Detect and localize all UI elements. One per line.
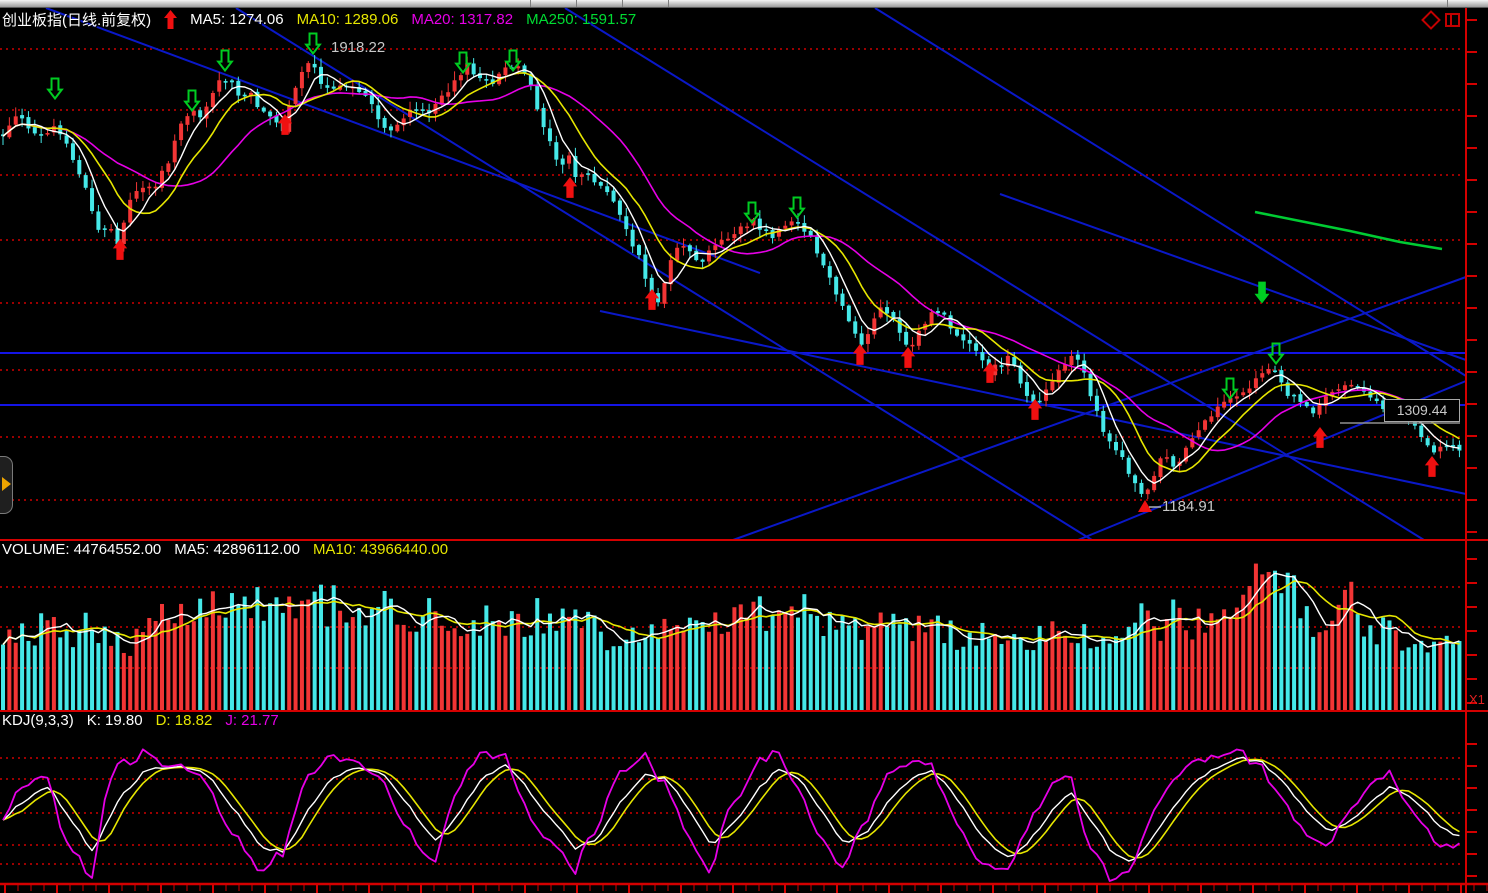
split-window-icon[interactable] [1445, 13, 1460, 27]
legend-item: D: 18.82 [155, 712, 213, 729]
legend-item: KDJ(9,3,3) [2, 712, 74, 729]
legend-item: MA20: 1317.82 [411, 11, 514, 28]
legend-item: J: 21.77 [225, 712, 279, 729]
titlebar-divider [576, 0, 577, 7]
main-chart-header: 创业板指(日线.前复权) MA5: 1274.06 MA10: 1289.06 MA… [2, 9, 636, 30]
legend-item: MA5: 1274.06 [190, 11, 284, 28]
legend-item: VOLUME: 44764552.00 [2, 541, 162, 558]
ma-legend: MA5: 1274.06 MA10: 1289.06 MA20: 1317.82 MA… [190, 11, 636, 28]
titlebar-divider [1447, 0, 1448, 7]
expand-arrow-icon [2, 477, 11, 491]
diamond-icon[interactable] [1421, 10, 1441, 30]
corner-toolbar [1421, 10, 1460, 30]
peak-price-label: 1918.22 [331, 39, 386, 56]
up-arrow-icon [164, 10, 178, 29]
low-price-label: 1184.91 [1162, 498, 1216, 515]
titlebar-divider [622, 0, 623, 7]
legend-item: MA5: 42896112.00 [174, 541, 300, 558]
legend-item: MA250: 1591.57 [526, 11, 637, 28]
titlebar-divider [668, 0, 669, 7]
kdj-legend: KDJ(9,3,3) K: 19.80 D: 18.82 J: 21.77 [2, 712, 279, 729]
titlebar-divider [530, 0, 531, 7]
volume-unit-label: X1 [1469, 692, 1485, 707]
last-price-box: 1309.44 [1384, 399, 1460, 422]
legend-item: MA10: 43966440.00 [312, 541, 449, 558]
legend-item: MA10: 1289.06 [296, 11, 399, 28]
titlebar [0, 0, 1488, 8]
volume-legend: VOLUME: 44764552.00 MA5: 42896112.00 MA10:… [2, 541, 448, 558]
chart-title: 创业板指(日线.前复权) [2, 12, 152, 29]
sidebar-expand-handle[interactable] [0, 456, 13, 514]
legend-item: K: 19.80 [86, 712, 143, 729]
